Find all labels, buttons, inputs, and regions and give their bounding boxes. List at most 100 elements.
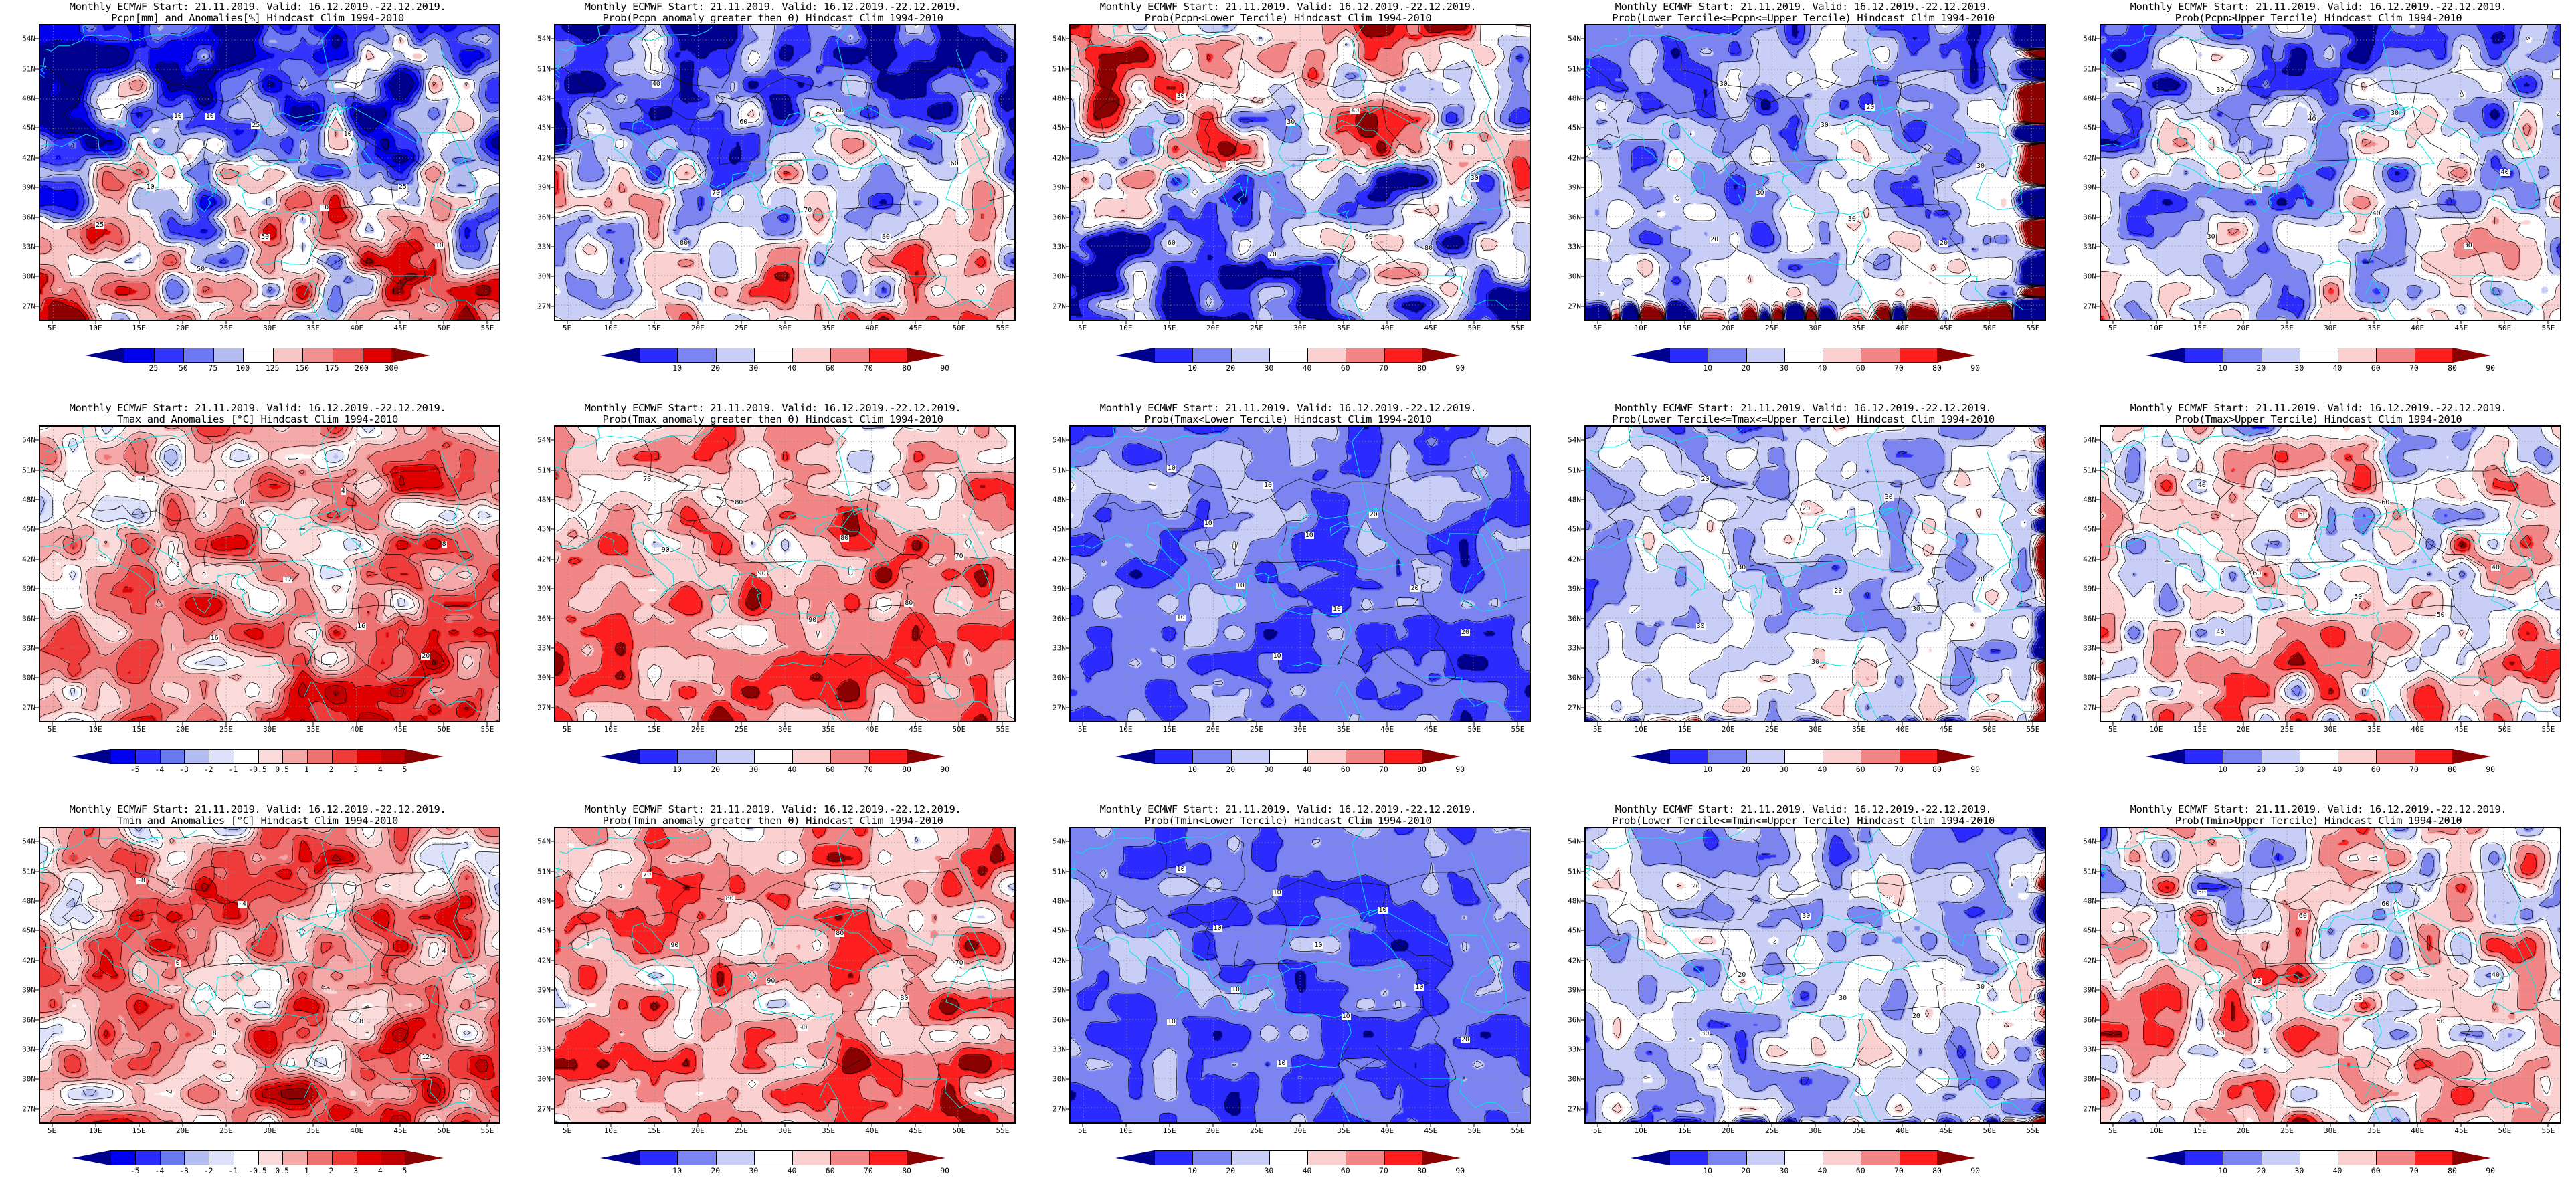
colorbar-segment [213, 348, 244, 362]
colorbar-tick-label: 60 [1340, 363, 1350, 373]
colorbar-tick-label: 60 [825, 363, 835, 373]
colorbar-tick-label: 10 [2218, 363, 2228, 373]
country-border [252, 525, 257, 546]
colorbar-segment [1193, 750, 1232, 763]
country-border [2190, 839, 2275, 891]
country-border [46, 870, 65, 887]
country-border [1898, 84, 1967, 165]
longitude-axis-label: 5E [562, 324, 572, 332]
latitude-axis-label: 54N [2083, 34, 2096, 43]
contour-value-label: 60 [835, 106, 845, 114]
coastline [1679, 27, 1742, 41]
latitude-tick [1581, 276, 1584, 277]
longitude-tick [1082, 722, 1083, 726]
longitude-tick [828, 1124, 829, 1127]
contour-value-label: 10 [1378, 906, 1388, 914]
longitude-tick [1517, 1124, 1518, 1127]
panel-title: Monthly ECMWF Start: 21.11.2019. Valid: … [515, 804, 1030, 827]
country-border [2368, 244, 2379, 264]
contour-value-label: 20 [1911, 1012, 1921, 1020]
contour-line [2101, 427, 2560, 721]
country-border [2217, 477, 2234, 486]
coastline [82, 827, 101, 839]
contour-value-label: 60 [2298, 912, 2308, 920]
country-border [561, 67, 580, 84]
country-border [1205, 120, 1222, 176]
latitude-tick [2096, 930, 2100, 931]
country-border [1660, 887, 1718, 916]
country-border [46, 67, 65, 84]
colorbar-tick-label: 80 [902, 765, 911, 774]
colorbar-segment [2223, 348, 2262, 362]
coastline [134, 830, 197, 844]
contour-value-label: 4 [441, 947, 447, 955]
colorbar-segment [1746, 1151, 1785, 1165]
coastline [2100, 860, 2107, 876]
colorbar-segment [754, 348, 794, 362]
coastline [39, 860, 46, 876]
coastline [2492, 963, 2538, 1013]
longitude-axis-label: 20E [691, 1126, 705, 1135]
contour-value-label: 20 [1975, 575, 1985, 583]
latitude-tick [1066, 187, 1069, 188]
coastline [1070, 459, 1077, 474]
latitude-tick [1066, 528, 1069, 530]
longitude-axis-label: 30E [1809, 725, 1822, 734]
country-border [1853, 244, 1864, 264]
coastline [2195, 429, 2258, 443]
longitude-axis-label: 10E [1634, 324, 1648, 332]
latitude-axis-label: 42N [22, 555, 35, 564]
coastline [597, 425, 616, 437]
country-border [751, 160, 802, 161]
country-border [828, 256, 863, 266]
coastline [2365, 682, 2404, 722]
latitude-tick [551, 647, 554, 649]
country-border [1077, 870, 1095, 887]
latitude-axis-label: 42N [2083, 555, 2096, 564]
country-border [1160, 36, 1245, 88]
colorbar-tick-label: 40 [1817, 1166, 1827, 1175]
longitude-tick [2547, 1124, 2549, 1127]
latitude-tick [35, 647, 39, 649]
colorbar-segment [2415, 750, 2453, 763]
colorbar-segment [869, 348, 907, 362]
latitude-axis-label: 45N [1052, 926, 1066, 935]
latitude-axis-label: 54N [22, 435, 35, 445]
country-border [1621, 904, 1668, 912]
map-vector-overlay [1071, 828, 1530, 1122]
colorbar-tick-label: 90 [1970, 765, 1981, 774]
latitude-axis-label: 51N [1568, 466, 1581, 475]
latitude-tick [551, 276, 554, 277]
colorbar-segment [1708, 750, 1747, 763]
longitude-axis-label: 55E [480, 1126, 494, 1135]
colorbar-tick-label: 20 [1741, 363, 1751, 373]
latitude-tick [2096, 900, 2100, 902]
contour-value-label: 60 [739, 118, 749, 126]
country-border [828, 1059, 863, 1069]
country-border [1186, 477, 1204, 486]
longitude-axis-label: 25E [734, 725, 748, 734]
contour-value-label: 20 [421, 652, 431, 660]
colorbar-tick-label: 10 [672, 765, 682, 774]
latitude-axis-label: 51N [22, 466, 35, 475]
colorbar-right-arrow [1422, 749, 1461, 764]
coastline [1976, 963, 2023, 1013]
coastline [2276, 573, 2381, 666]
map-plot-area: 70 80 90 90 80 90 80 70 [554, 425, 1016, 722]
country-border [2217, 496, 2317, 525]
colorbar-tick-label: 40 [1302, 765, 1312, 774]
colorbar-segment [716, 348, 755, 362]
latitude-tick [35, 900, 39, 902]
latitude-axis-label: 48N [22, 495, 35, 504]
contour-line [2101, 451, 2560, 721]
coastline [1164, 429, 1227, 443]
country-border [1077, 67, 1095, 84]
colorbar-tick-label: 60 [1855, 765, 1865, 774]
map-container: -8 -4 0 0 4 8 8 12 4 54N 51N 48N 45N 42N 39N 36N 33N 30N 2… [22, 827, 500, 1135]
latitude-axis-label: 42N [2083, 153, 2096, 163]
country-border [1282, 124, 1287, 144]
latitude-tick [1581, 930, 1584, 931]
colorbar-segment [258, 1151, 284, 1165]
country-border [591, 502, 638, 511]
colorbar-segment [754, 1151, 794, 1165]
